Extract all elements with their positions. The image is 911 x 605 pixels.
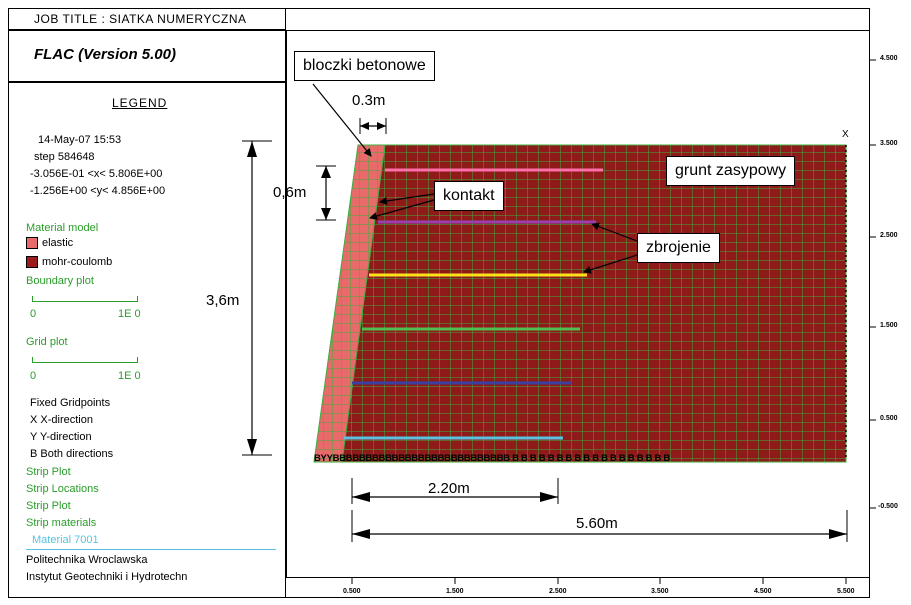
x-tick-label: 0.500 — [343, 588, 361, 595]
program-box-frame — [8, 30, 286, 82]
label-backfill: grunt zasypowy — [666, 156, 796, 186]
legend-frame — [8, 82, 286, 598]
legend-strip-materials: Strip materials — [26, 517, 97, 529]
job-title: JOB TITLE : SIATKA NUMERYCZNA — [34, 12, 247, 26]
legend-boundary-plot: Boundary plot — [26, 275, 94, 287]
dim-block-height-label: 0,6m — [273, 184, 307, 201]
dim-block-w-arrow-left — [360, 122, 369, 130]
legend-datetime: 14-May-07 15:53 — [38, 134, 122, 146]
dim-block-w-arrow-right — [377, 122, 386, 130]
dim-short-label: 2.20m — [428, 480, 470, 497]
dim-block-width-label: 0.3m — [352, 92, 386, 109]
leader-contact-1 — [379, 193, 435, 205]
dim-block-h-arrow-bottom — [321, 208, 331, 220]
y-axis-ticks — [870, 59, 876, 509]
boundary-scale-min: 0 — [30, 308, 37, 320]
program-title: FLAC (Version 5.00) — [34, 46, 176, 63]
right-boundary-mark-x: X — [842, 129, 849, 140]
legend-strip-plot-1: Strip Plot — [26, 466, 71, 478]
legend-fixed-y: Y Y-direction — [30, 431, 92, 443]
label-contact: kontakt — [434, 181, 504, 211]
y-tick-label: 2.500 — [880, 232, 898, 239]
boundary-scale-bar — [32, 296, 138, 302]
dim-long-arrow-left — [352, 529, 370, 539]
swatch-mohr-coulomb — [26, 256, 38, 268]
legend-xrange: -3.056E-01 <x< 5.806E+00 — [30, 168, 163, 180]
legend-material-7001-line — [26, 549, 276, 550]
y-tick-label: 1.500 — [880, 322, 898, 329]
dim-long-arrow-right — [829, 529, 847, 539]
legend-institution-2: Instytut Geotechniki i Hydrotechn — [26, 571, 188, 583]
y-tick-label: 4.500 — [880, 55, 898, 62]
grid-scale-bar — [32, 357, 138, 363]
bottom-boundary-marks: BYYBBBBBBBBBBBBBBBBBBBBBBBBBBB B B B B B… — [314, 453, 670, 464]
dim-short-arrow-right — [540, 492, 558, 502]
x-tick-label: 5.500 — [837, 588, 855, 595]
boundary-scale-max: 1E 0 — [118, 308, 141, 320]
y-tick-label: -0.500 — [878, 503, 898, 510]
plot-frame — [286, 30, 870, 578]
legend-strip-locations: Strip Locations — [26, 483, 99, 495]
y-tick-label: 3.500 — [880, 140, 898, 147]
legend-fixed-x: X X-direction — [30, 414, 93, 426]
y-tick-label: 0.500 — [880, 415, 898, 422]
label-reinforcement: zbrojenie — [637, 233, 720, 263]
block-facing — [313, 144, 386, 463]
x-tick-label: 1.500 — [446, 588, 464, 595]
legend-strip-plot-2: Strip Plot — [26, 500, 71, 512]
leader-reinf-2 — [583, 254, 638, 274]
legend-fixed-gridpoints: Fixed Gridpoints — [30, 397, 111, 409]
leader-reinf-1 — [591, 222, 638, 242]
legend-step: step 584648 — [34, 151, 95, 163]
title-bar-frame — [8, 8, 286, 30]
dim-height-arrow-top — [247, 141, 257, 157]
x-tick-label: 2.500 — [549, 588, 567, 595]
legend-institution-1: Politechnika Wroclawska — [26, 554, 148, 566]
x-tick-label: 3.500 — [651, 588, 669, 595]
x-axis-ticks — [351, 578, 847, 584]
x-tick-label: 4.500 — [754, 588, 772, 595]
dim-block-h-arrow-top — [321, 166, 331, 178]
legend-fixed-b: B Both directions — [30, 448, 114, 460]
leader-blocks — [312, 83, 372, 157]
legend-material-elastic: elastic — [42, 237, 74, 249]
dim-height-arrow-bottom — [247, 439, 257, 455]
legend-material-7001: Material 7001 — [32, 534, 99, 546]
soil-mesh — [313, 144, 847, 463]
grid-scale-max: 1E 0 — [118, 370, 141, 382]
legend-material-model: Material model — [26, 222, 99, 234]
dim-height-label: 3,6m — [206, 292, 240, 309]
legend-heading: LEGEND — [112, 96, 168, 110]
leader-contact-2 — [369, 199, 435, 220]
legend-grid-plot: Grid plot — [26, 336, 68, 348]
legend-yrange: -1.256E+00 <y< 4.856E+00 — [30, 185, 166, 197]
dim-long-label: 5.60m — [576, 515, 618, 532]
dim-short-arrow-left — [352, 492, 370, 502]
grid-scale-min: 0 — [30, 370, 37, 382]
swatch-elastic — [26, 237, 38, 249]
legend-material-mohr-coulomb: mohr-coulomb — [42, 256, 113, 268]
label-concrete-blocks: bloczki betonowe — [294, 51, 435, 81]
